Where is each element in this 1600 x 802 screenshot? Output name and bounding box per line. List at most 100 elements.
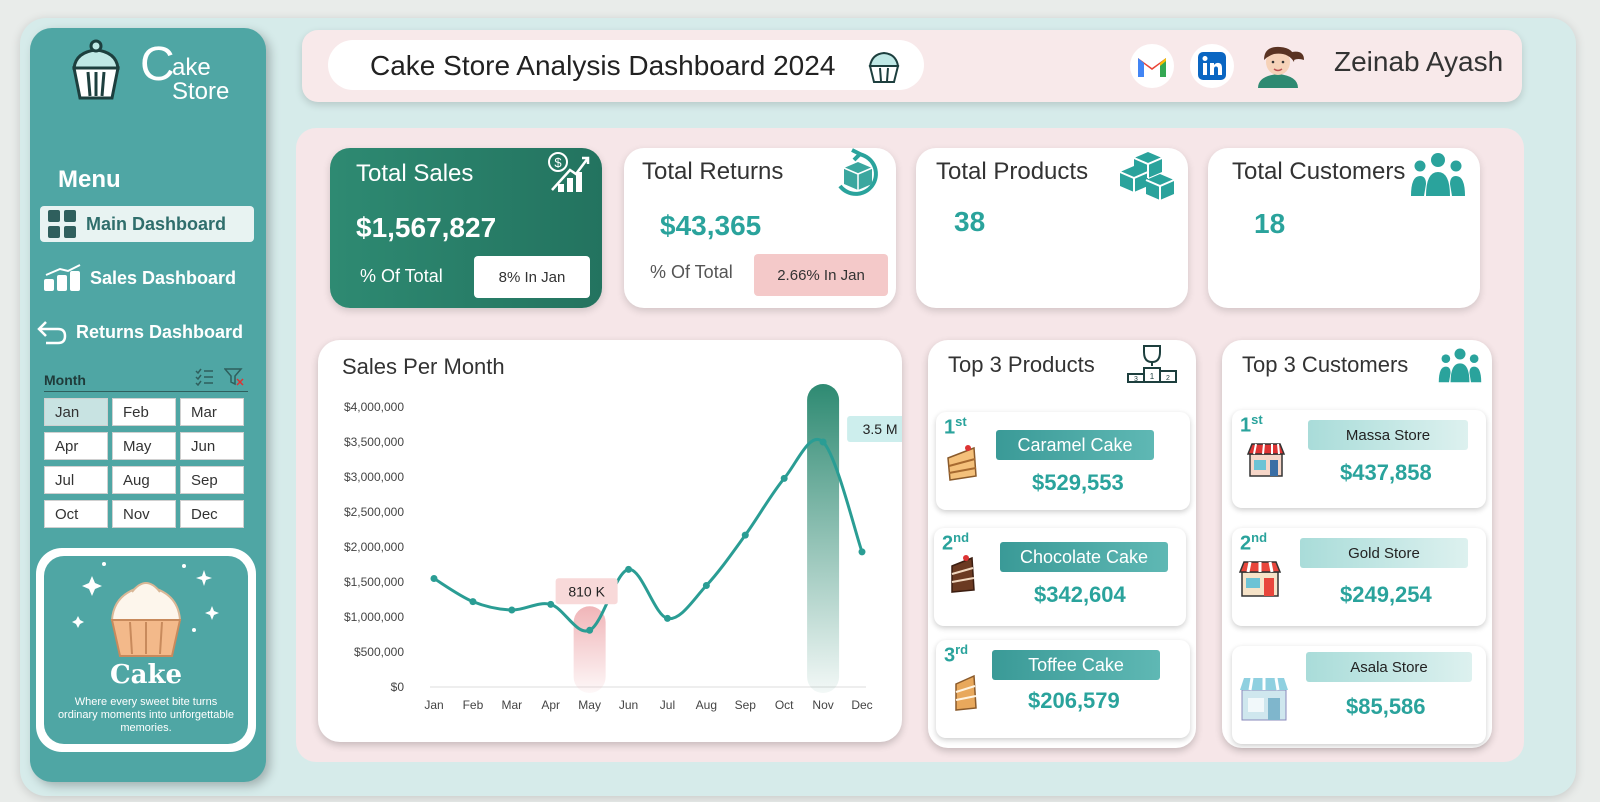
promo-inner: Cake Where every sweet bite turns ordina… <box>44 556 248 744</box>
kpi-sub-label: % Of Total <box>650 262 733 282</box>
returns-box-icon <box>838 148 878 196</box>
annotation-label: 810 K <box>568 583 605 599</box>
x-tick-label: Jun <box>619 698 638 712</box>
kpi-value: 18 <box>1254 208 1286 239</box>
kpi-total-returns: Total Returns $43,365 % Of Total 2.66% I… <box>624 148 896 308</box>
store-front-icon <box>1246 443 1286 477</box>
nav-label: Main Dashboard <box>86 213 227 234</box>
grid-icon <box>48 210 76 238</box>
x-tick-label: Aug <box>696 698 717 712</box>
month-button-feb[interactable]: Feb <box>112 398 176 426</box>
slicer-header: Month <box>44 368 248 392</box>
promo-tagline: Where every sweet bite turns ordinary mo… <box>57 696 235 734</box>
data-point-aug <box>702 582 710 589</box>
y-tick-label: $3,000,000 <box>344 470 404 484</box>
svg-text:3: 3 <box>1134 376 1138 383</box>
month-button-dec[interactable]: Dec <box>180 500 244 528</box>
cupcake-illustration-icon <box>72 562 219 657</box>
nav-sales-dashboard[interactable]: Sales Dashboard <box>40 260 254 296</box>
sales-growth-icon: $ <box>548 152 590 192</box>
x-tick-label: Oct <box>775 698 794 712</box>
month-slicer: Month <box>40 368 252 538</box>
month-button-jun[interactable]: Jun <box>180 432 244 460</box>
chart-title: Sales Per Month <box>342 354 505 379</box>
month-button-may[interactable]: May <box>112 432 176 460</box>
cupcake-icon <box>868 51 900 83</box>
x-tick-label: Dec <box>851 698 872 712</box>
chocolate-cake-slice-icon <box>951 555 975 593</box>
annotation-box <box>555 578 618 605</box>
customer-name: Asala Store <box>1306 652 1472 682</box>
max-highlight-bar <box>807 384 840 693</box>
kpi-total-products: Total Products 38 <box>916 148 1188 308</box>
rank-label: 1st <box>944 414 967 439</box>
product-amount: $206,579 <box>1028 688 1120 713</box>
kpi-label: Total Customers <box>1232 158 1406 185</box>
month-button-jul[interactable]: Jul <box>44 466 108 494</box>
top-product-item-1[interactable]: 1st Caramel Cake $529,553 <box>936 412 1190 510</box>
kpi-label: Total Returns <box>642 158 784 185</box>
customer-amount: $249,254 <box>1340 582 1432 607</box>
y-tick-label: $4,000,000 <box>344 400 404 414</box>
clear-filter-icon[interactable] <box>224 368 244 386</box>
y-tick-label: $1,500,000 <box>344 575 404 589</box>
nav-label: Returns Dashboard <box>76 321 244 342</box>
top-product-item-3[interactable]: 3rd Toffee Cake $206,579 <box>936 640 1190 738</box>
annotation-label: 3.5 M <box>863 421 898 437</box>
kpi-total-sales: Total Sales $ $1,567,827 % Of Total 8% I… <box>330 148 602 308</box>
data-point-may <box>586 626 594 634</box>
product-name: Chocolate Cake <box>1000 542 1168 572</box>
x-tick-label: Jan <box>424 698 443 712</box>
logo-text-ake: ake <box>172 54 211 81</box>
top-customer-item-3[interactable]: Asala Store $85,586 <box>1232 646 1486 744</box>
y-tick-label: $2,000,000 <box>344 540 404 554</box>
customer-name: Gold Store <box>1300 538 1468 568</box>
month-button-apr[interactable]: Apr <box>44 432 108 460</box>
kpi-label: Total Sales <box>356 160 474 187</box>
title-pill: Cake Store Analysis Dashboard 2024 <box>328 40 924 90</box>
product-amount: $529,553 <box>1032 470 1124 495</box>
page-title: Cake Store Analysis Dashboard 2024 <box>370 50 836 81</box>
nav-main-dashboard[interactable]: Main Dashboard <box>40 206 254 242</box>
sales-line-chart: $0 $500,000 $1,000,000 $1,500,000 $2,000,000… <box>344 384 902 712</box>
x-tick-label: Jul <box>660 698 675 712</box>
rank-label: 2nd <box>942 530 970 555</box>
kpi-value: $1,567,827 <box>356 212 497 243</box>
store-front-icon <box>1238 561 1282 597</box>
promo-card: Cake Where every sweet bite turns ordina… <box>36 548 256 752</box>
x-tick-label: Mar <box>501 698 522 712</box>
kpi-sub-label: % Of Total <box>360 266 443 286</box>
gmail-icon[interactable] <box>1130 44 1174 88</box>
annotation-box <box>847 416 902 442</box>
month-button-oct[interactable]: Oct <box>44 500 108 528</box>
month-button-sep[interactable]: Sep <box>180 466 244 494</box>
top-customer-item-2[interactable]: 2nd Gold Store $249,254 <box>1232 528 1486 626</box>
top-customer-item-1[interactable]: 1st Massa Store $437,858 <box>1232 410 1486 508</box>
cupcake-logo-icon <box>72 39 120 100</box>
data-point-oct <box>780 474 788 482</box>
month-button-jan[interactable]: Jan <box>44 398 108 426</box>
product-name: Caramel Cake <box>996 430 1154 460</box>
slicer-title: Month <box>44 371 86 388</box>
month-button-mar[interactable]: Mar <box>180 398 244 426</box>
month-button-nov[interactable]: Nov <box>112 500 176 528</box>
data-point-nov <box>819 438 827 446</box>
data-point-sep <box>741 531 749 539</box>
people-group-icon <box>1438 348 1482 383</box>
people-group-icon <box>1411 153 1465 196</box>
month-button-aug[interactable]: Aug <box>112 466 176 494</box>
menu-title: Menu <box>58 166 121 193</box>
podium-trophy-icon: 1 3 2 <box>1127 345 1177 383</box>
user-name: Zeinab Ayash <box>1334 46 1504 77</box>
kpi-percent-badge: 2.66% In Jan <box>754 254 888 296</box>
kpi-label: Total Products <box>936 158 1089 185</box>
top-product-item-2[interactable]: 2nd Chocolate Cake $342,604 <box>934 528 1186 626</box>
linkedin-icon[interactable] <box>1190 44 1234 88</box>
kpi-value: 38 <box>954 206 986 237</box>
y-tick-label: $0 <box>391 680 405 694</box>
y-tick-label: $3,500,000 <box>344 435 404 449</box>
multi-select-icon[interactable] <box>194 368 214 386</box>
customer-name: Massa Store <box>1308 420 1468 450</box>
product-amount: $342,604 <box>1034 582 1126 607</box>
nav-returns-dashboard[interactable]: Returns Dashboard <box>37 314 254 350</box>
